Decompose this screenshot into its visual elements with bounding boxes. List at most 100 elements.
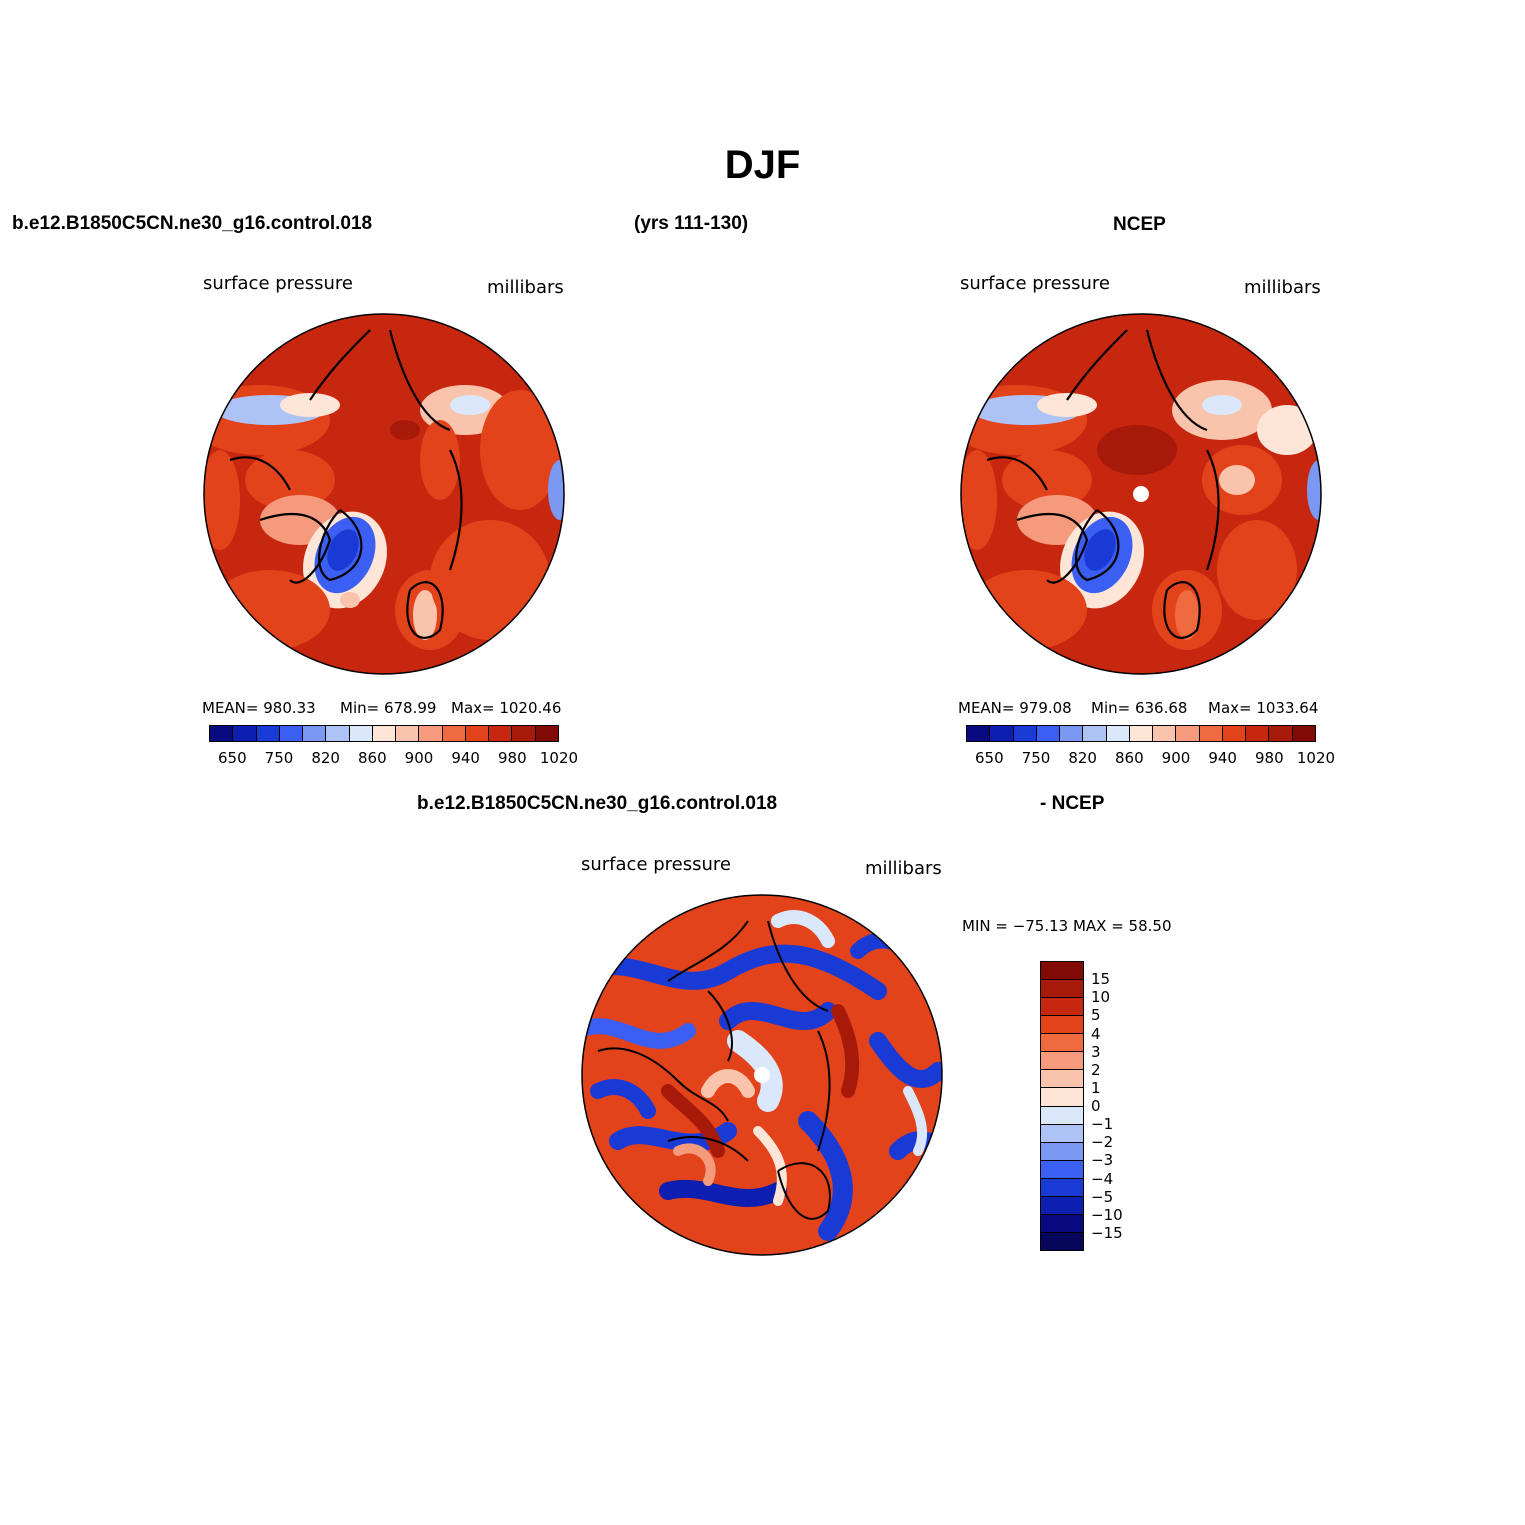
top-right-field-label: surface pressure bbox=[960, 273, 1110, 294]
colorbar-swatch bbox=[1269, 726, 1293, 741]
colorbar-tick-label: 15 bbox=[1091, 970, 1111, 989]
colorbar-swatch bbox=[303, 726, 327, 741]
colorbar-tick-label: 860 bbox=[358, 749, 387, 767]
colorbar-swatch bbox=[489, 726, 513, 741]
colorbar-swatch bbox=[465, 726, 490, 741]
top-left-units-label: millibars bbox=[487, 277, 564, 298]
colorbar-tick-label: 860 bbox=[1115, 749, 1144, 767]
colorbar-swatch bbox=[372, 726, 397, 741]
colorbar-swatch bbox=[1106, 726, 1130, 741]
colorbar-swatch bbox=[256, 726, 280, 741]
colorbar-swatch bbox=[1199, 726, 1223, 741]
colorbar-tick-label: 650 bbox=[218, 749, 247, 767]
colorbar-swatch bbox=[349, 726, 373, 741]
top-left-case-name: b.e12.B1850C5CN.ne30_g16.control.018 bbox=[12, 213, 373, 234]
colorbar-tick-label: 940 bbox=[1208, 749, 1237, 767]
colorbar-tick-label: 3 bbox=[1091, 1042, 1101, 1061]
figure-title: DJF bbox=[724, 143, 801, 187]
colorbar-tick-label: 980 bbox=[498, 749, 527, 767]
top-left-mean: MEAN= 980.33 bbox=[202, 699, 316, 717]
bottom-difference-map bbox=[581, 894, 943, 1256]
colorbar-swatch bbox=[1041, 1034, 1083, 1053]
colorbar-swatch bbox=[1292, 726, 1315, 741]
colorbar-swatch bbox=[279, 726, 304, 741]
colorbar-tick-label: −1 bbox=[1091, 1115, 1114, 1134]
top-right-min: Min= 636.68 bbox=[1091, 699, 1188, 717]
colorbar-tick-label: 820 bbox=[311, 749, 340, 767]
colorbar-swatch bbox=[1041, 1124, 1083, 1143]
colorbar-swatch bbox=[1041, 1052, 1083, 1071]
colorbar-tick-label: −4 bbox=[1091, 1169, 1114, 1188]
colorbar-tick-label: 1020 bbox=[539, 749, 579, 767]
colorbar-swatch bbox=[1041, 1016, 1083, 1035]
colorbar-swatch bbox=[1041, 1088, 1083, 1107]
colorbar-tick-label: −10 bbox=[1091, 1205, 1123, 1224]
colorbar-swatch bbox=[326, 726, 350, 741]
colorbar-swatch bbox=[1041, 1070, 1083, 1089]
colorbar-swatch bbox=[1041, 1178, 1083, 1197]
colorbar-swatch bbox=[396, 726, 420, 741]
colorbar-swatch bbox=[512, 726, 536, 741]
colorbar-swatch bbox=[1222, 726, 1247, 741]
colorbar-swatch bbox=[967, 726, 991, 741]
top-right-mean: MEAN= 979.08 bbox=[958, 699, 1072, 717]
colorbar-tick-label: 1020 bbox=[1296, 749, 1336, 767]
top-right-polar-map bbox=[960, 313, 1322, 675]
difference-colorbar bbox=[1040, 961, 1084, 1251]
difference-colorbar-labels: 15 10 5 4 3 2 1 0 −1 −2 −3 −4 −5 −10 −15 bbox=[1091, 961, 1151, 1251]
colorbar-swatch bbox=[1041, 1142, 1083, 1161]
top-right-max: Max= 1033.64 bbox=[1208, 699, 1319, 717]
colorbar-tick-label: 650 bbox=[975, 749, 1004, 767]
colorbar-swatch bbox=[1041, 1232, 1083, 1250]
bottom-minmax: MIN = −75.13 MAX = 58.50 bbox=[962, 917, 1172, 935]
colorbar-swatch bbox=[1013, 726, 1037, 741]
colorbar-swatch bbox=[1129, 726, 1154, 741]
pole-marker-icon bbox=[754, 1067, 770, 1083]
top-left-polar-map bbox=[203, 313, 565, 675]
top-left-field-label: surface pressure bbox=[203, 273, 353, 294]
colorbar-tick-label: 820 bbox=[1068, 749, 1097, 767]
colorbar-tick-label: 980 bbox=[1255, 749, 1284, 767]
colorbar-swatch bbox=[1176, 726, 1200, 741]
colorbar-swatch bbox=[1041, 980, 1083, 999]
colorbar-swatch bbox=[1041, 962, 1083, 981]
pole-marker-icon bbox=[1133, 486, 1149, 502]
top-left-colorbar bbox=[209, 725, 559, 742]
colorbar-tick-label: 900 bbox=[404, 749, 434, 767]
bottom-field-label: surface pressure bbox=[581, 854, 731, 875]
colorbar-tick-label: −2 bbox=[1091, 1133, 1114, 1152]
colorbar-tick-label: 0 bbox=[1091, 1097, 1101, 1115]
colorbar-tick-label: 940 bbox=[451, 749, 480, 767]
colorbar-swatch bbox=[1153, 726, 1177, 741]
top-right-units-label: millibars bbox=[1244, 277, 1321, 298]
colorbar-tick-label: 900 bbox=[1161, 749, 1191, 767]
colorbar-swatch bbox=[442, 726, 466, 741]
bottom-units-label: millibars bbox=[865, 858, 942, 879]
colorbar-swatch bbox=[1041, 1106, 1083, 1125]
colorbar-swatch bbox=[1041, 1196, 1083, 1215]
colorbar-swatch bbox=[210, 726, 234, 741]
colorbar-swatch bbox=[1041, 998, 1083, 1017]
bottom-minus-label: - NCEP bbox=[1040, 793, 1105, 814]
colorbar-tick-label: 750 bbox=[264, 749, 294, 767]
top-left-min: Min= 678.99 bbox=[340, 699, 437, 717]
colorbar-swatch bbox=[990, 726, 1014, 741]
colorbar-tick-label: 2 bbox=[1091, 1060, 1101, 1079]
colorbar-swatch bbox=[1246, 726, 1270, 741]
colorbar-swatch bbox=[419, 726, 443, 741]
colorbar-swatch bbox=[1041, 1160, 1083, 1179]
colorbar-swatch bbox=[233, 726, 257, 741]
colorbar-swatch bbox=[1060, 726, 1084, 741]
top-left-max: Max= 1020.46 bbox=[451, 699, 562, 717]
colorbar-swatch bbox=[1041, 1214, 1083, 1233]
colorbar-swatch bbox=[1036, 726, 1061, 741]
colorbar-tick-label: 10 bbox=[1091, 988, 1111, 1007]
years-label: (yrs 111-130) bbox=[634, 213, 749, 234]
colorbar-tick-label: 750 bbox=[1021, 749, 1051, 767]
top-right-colorbar bbox=[966, 725, 1316, 742]
colorbar-tick-label: 1 bbox=[1091, 1078, 1101, 1097]
colorbar-tick-label: 5 bbox=[1091, 1006, 1101, 1025]
colorbar-tick-label: −15 bbox=[1091, 1223, 1123, 1242]
top-right-case-name: NCEP bbox=[1113, 214, 1166, 235]
colorbar-swatch bbox=[1083, 726, 1107, 741]
